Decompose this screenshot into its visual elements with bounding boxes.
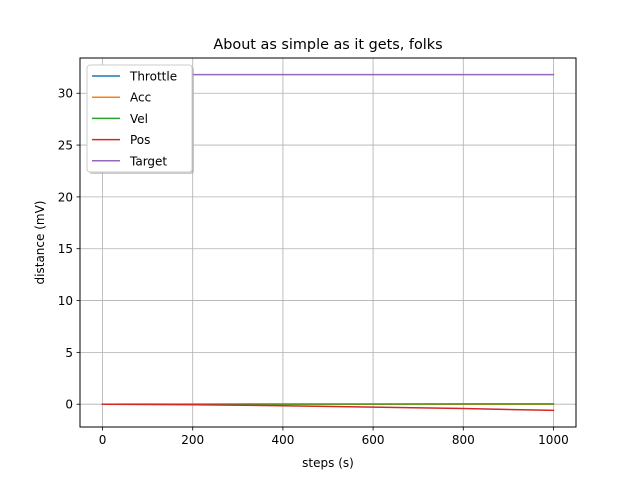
x-tick-label: 0 [99,433,107,447]
grid [80,58,576,427]
y-tick-label: 10 [58,294,73,308]
x-tick-label: 200 [181,433,204,447]
chart-title: About as simple as it gets, folks [213,37,442,53]
legend-label-target: Target [129,154,167,168]
x-tick-label: 1000 [538,433,569,447]
legend-label-pos: Pos [130,133,150,147]
series-layer [101,73,555,412]
y-tick-label: 0 [65,398,73,412]
x-tick-label: 800 [452,433,475,447]
plot-area-frame [79,57,577,428]
legend-label-throttle: Throttle [129,70,177,84]
legend: Throttle Acc Vel Pos Target [86,64,194,174]
legend-label-acc: Acc [130,91,151,105]
y-tick-label: 15 [58,242,73,256]
y-tick-label: 30 [58,87,73,101]
y-axis-label: distance (mV) [33,201,47,285]
x-tick-label: 600 [362,433,385,447]
x-axis-label: steps (s) [302,456,354,470]
legend-box [86,64,193,173]
y-tick-label: 20 [58,190,73,204]
x-tick-label: 400 [271,433,294,447]
ticks: 0 200 400 600 800 1000 0 5 10 15 20 25 30 [58,87,569,447]
y-tick-label: 5 [65,346,73,360]
series-line-pos [101,403,555,412]
y-tick-label: 25 [58,139,73,153]
legend-label-vel: Vel [130,112,148,126]
